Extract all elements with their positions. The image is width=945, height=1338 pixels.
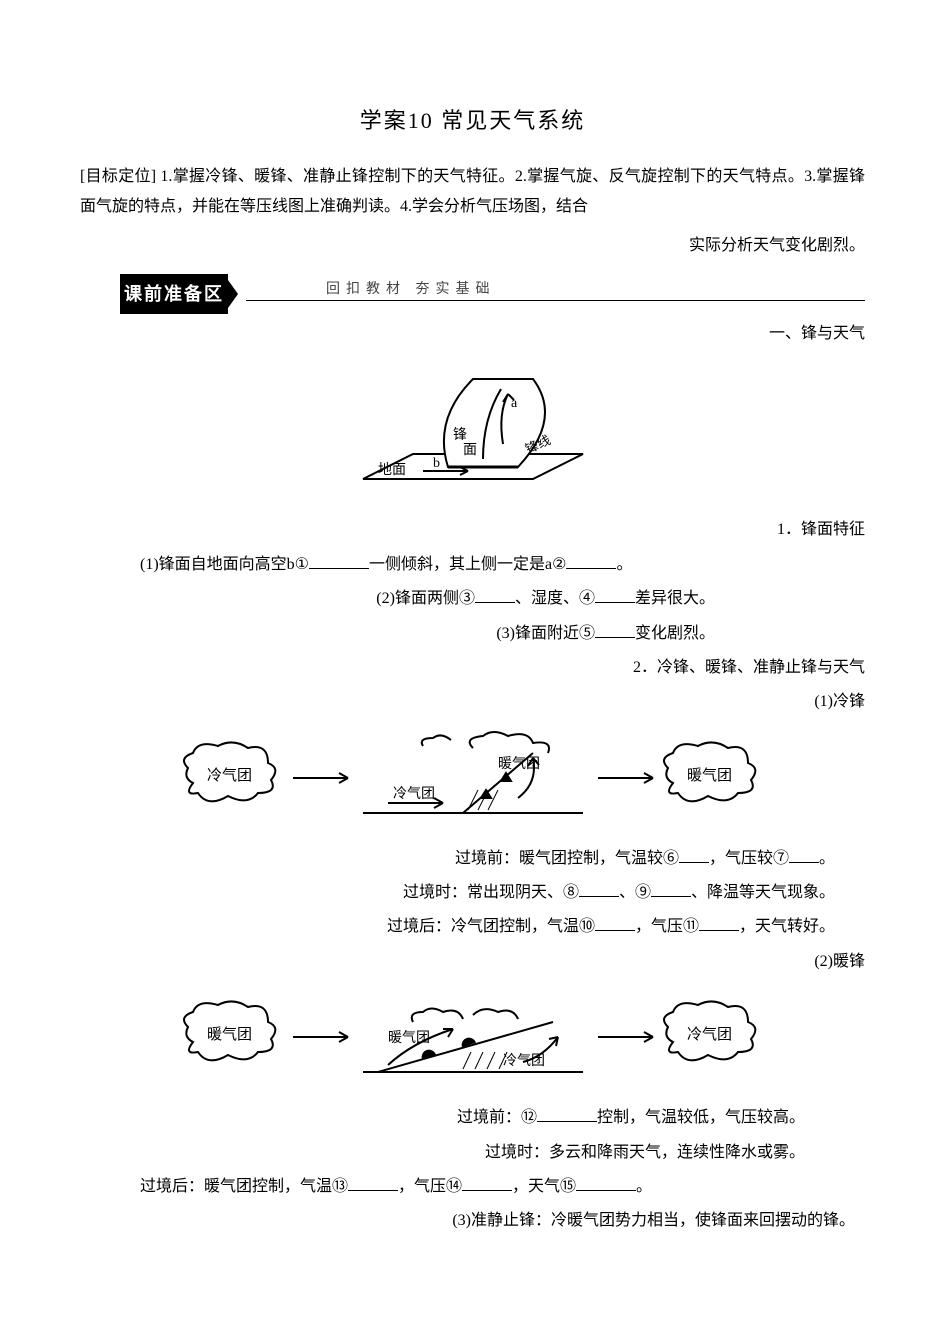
objectives: [目标定位] 1.掌握冷锋、暖锋、准静止锋控制下的天气特征。2.掌握气旋、反气旋… — [80, 162, 865, 223]
page-title: 学案10 常见天气系统 — [80, 100, 865, 142]
q1-suffix: 。 — [616, 556, 632, 573]
cold-right-label: 冷气团 — [687, 1026, 732, 1043]
cold-left-label: 冷气团 — [207, 767, 252, 784]
warm-before: 过境前：⑫ 控制，气温较低，气压较高。 — [80, 1103, 865, 1133]
q1: (1)锋面自地面向高空b① 一侧倾斜，其上侧一定是a② 。 — [80, 550, 865, 580]
blank-4[interactable] — [595, 587, 635, 603]
q2-suffix: 差异很大。 — [635, 590, 715, 607]
cold-before-c: 。 — [819, 850, 835, 867]
heading-1-1: 1．锋面特征 — [80, 515, 865, 545]
warm-left-label: 暖气团 — [207, 1026, 252, 1043]
heading-1-2: 2．冷锋、暖锋、准静止锋与天气 — [80, 653, 865, 683]
blank-14[interactable] — [462, 1175, 512, 1191]
warm-during: 过境时：多云和降雨天气，连续性降水或雾。 — [80, 1138, 865, 1168]
blank-3[interactable] — [475, 587, 515, 603]
blank-6[interactable] — [679, 847, 709, 863]
banner-label: 课前准备区 — [120, 274, 228, 314]
cold-front-label: (1)冷锋 — [80, 687, 865, 717]
label-fengmian-1: 锋 — [453, 427, 467, 443]
cold-after-c: ，天气转好。 — [739, 918, 835, 935]
q2: (2)锋面两侧③ 、湿度、④ 差异很大。 — [80, 584, 865, 614]
blank-10[interactable] — [595, 915, 635, 931]
cold-during-a: 过境时：常出现阴天、⑧ — [403, 884, 579, 901]
blank-13[interactable] — [348, 1175, 398, 1191]
q1-prefix: (1)锋面自地面向高空b① — [140, 556, 309, 573]
cold-after: 过境后：冷气团控制，气温⑩ ，气压⑪ ，天气转好。 — [80, 912, 865, 942]
diagram-frontal-surface: a b 锋 面 锋线 地面 — [333, 359, 613, 509]
warm-after-d: 。 — [636, 1178, 652, 1195]
q3-prefix: (3)锋面附近⑤ — [496, 625, 595, 642]
banner-tail-icon — [228, 280, 238, 308]
warm-before-a: 过境前：⑫ — [457, 1109, 537, 1126]
label-a: a — [511, 396, 518, 411]
q2-mid: 、湿度、④ — [515, 590, 595, 607]
blank-9[interactable] — [651, 881, 691, 897]
cold-during-c: 、降温等天气现象。 — [691, 884, 835, 901]
heading-1: 一、锋与天气 — [80, 319, 865, 349]
cold-after-b: ，气压⑪ — [635, 918, 699, 935]
cold-after-a: 过境后：冷气团控制，气温⑩ — [387, 918, 595, 935]
warm-after-a: 过境后：暖气团控制，气温⑬ — [140, 1178, 348, 1195]
warm-after-c: ，天气⑮ — [512, 1178, 576, 1195]
warm-after-b: ，气压⑭ — [398, 1178, 462, 1195]
label-dimian: 地面 — [378, 462, 406, 478]
cold-during-b: 、⑨ — [619, 884, 651, 901]
blank-2[interactable] — [566, 553, 616, 569]
label-fengmian-2: 面 — [463, 443, 477, 458]
blank-12[interactable] — [537, 1106, 597, 1122]
cold-mid-label: 冷气团 — [393, 786, 435, 802]
diagram-cold-front: 冷气团 冷气团 暖气团 暖气团 — [163, 728, 783, 838]
q3-suffix: 变化剧烈。 — [635, 625, 715, 642]
blank-1[interactable] — [309, 553, 369, 569]
cold-before-b: ，气压较⑦ — [709, 850, 789, 867]
banner-subtitle: 回扣教材 夯实基础 — [326, 277, 496, 304]
section-banner: 课前准备区 回扣教材 夯实基础 — [120, 279, 865, 309]
blank-8[interactable] — [579, 881, 619, 897]
stationary-front: (3)准静止锋：冷暖气团势力相当，使锋面来回摆动的锋。 — [80, 1206, 865, 1236]
cold-mid-label2: 冷气团 — [503, 1053, 545, 1069]
banner-line: 回扣教材 夯实基础 — [246, 287, 865, 301]
objectives-text: 1.掌握冷锋、暖锋、准静止锋控制下的天气特征。2.掌握气旋、反气旋控制下的天气特… — [80, 168, 865, 215]
warm-before-b: 控制，气温较低，气压较高。 — [597, 1109, 805, 1126]
warm-right-label: 暖气团 — [687, 767, 732, 784]
q1-mid: 一侧倾斜，其上侧一定是a② — [369, 556, 566, 573]
cold-before: 过境前：暖气团控制，气温较⑥ ，气压较⑦ 。 — [80, 844, 865, 874]
warm-after: 过境后：暖气团控制，气温⑬ ，气压⑭ ，天气⑮ 。 — [80, 1172, 865, 1202]
blank-15[interactable] — [576, 1175, 636, 1191]
label-b: b — [433, 456, 440, 471]
q2-prefix: (2)锋面两侧③ — [376, 590, 475, 607]
diagram-warm-front: 暖气团 暖气团 冷气团 冷气团 — [163, 987, 783, 1097]
cold-during: 过境时：常出现阴天、⑧ 、⑨ 、降温等天气现象。 — [80, 878, 865, 908]
cold-before-a: 过境前：暖气团控制，气温较⑥ — [455, 850, 679, 867]
blank-7[interactable] — [789, 847, 819, 863]
warm-mid-label2: 暖气团 — [388, 1030, 430, 1046]
warm-front-label: (2)暖锋 — [80, 947, 865, 977]
blank-5[interactable] — [595, 622, 635, 638]
objectives-tail: 实际分析天气变化剧烈。 — [80, 231, 865, 261]
q3: (3)锋面附近⑤ 变化剧烈。 — [80, 619, 865, 649]
warm-mid-label: 暖气团 — [498, 756, 540, 772]
objectives-label: [目标定位] — [80, 168, 156, 185]
blank-11[interactable] — [699, 915, 739, 931]
